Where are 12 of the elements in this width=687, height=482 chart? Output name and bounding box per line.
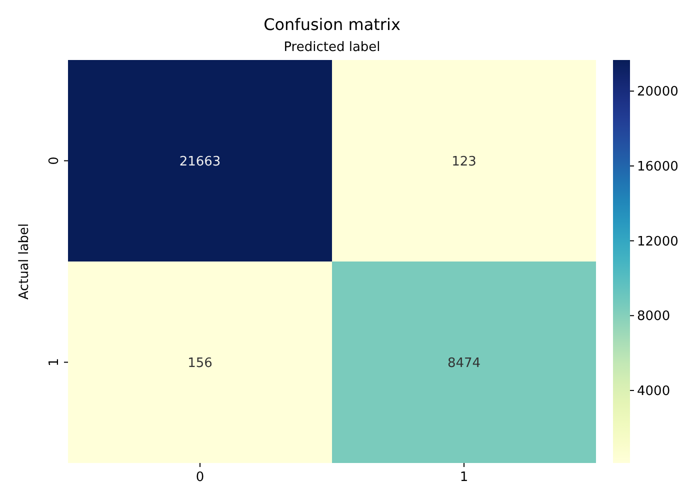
data-label: 123 <box>452 154 476 170</box>
color-bar-label: 12000 <box>637 234 678 250</box>
color-bar-label: 8000 <box>637 309 670 324</box>
x-axis-title: Predicted label <box>284 40 380 55</box>
data-label: 156 <box>188 356 212 371</box>
color-bar-label: 4000 <box>637 384 670 400</box>
y-axis-title: Actual label <box>17 223 32 300</box>
data-label: 21663 <box>179 154 221 170</box>
color-bar-label: 16000 <box>637 160 678 174</box>
data-label: 8474 <box>447 356 481 371</box>
color-bar-label: 20000 <box>637 84 678 100</box>
chart-title: Confusion matrix <box>264 15 400 34</box>
